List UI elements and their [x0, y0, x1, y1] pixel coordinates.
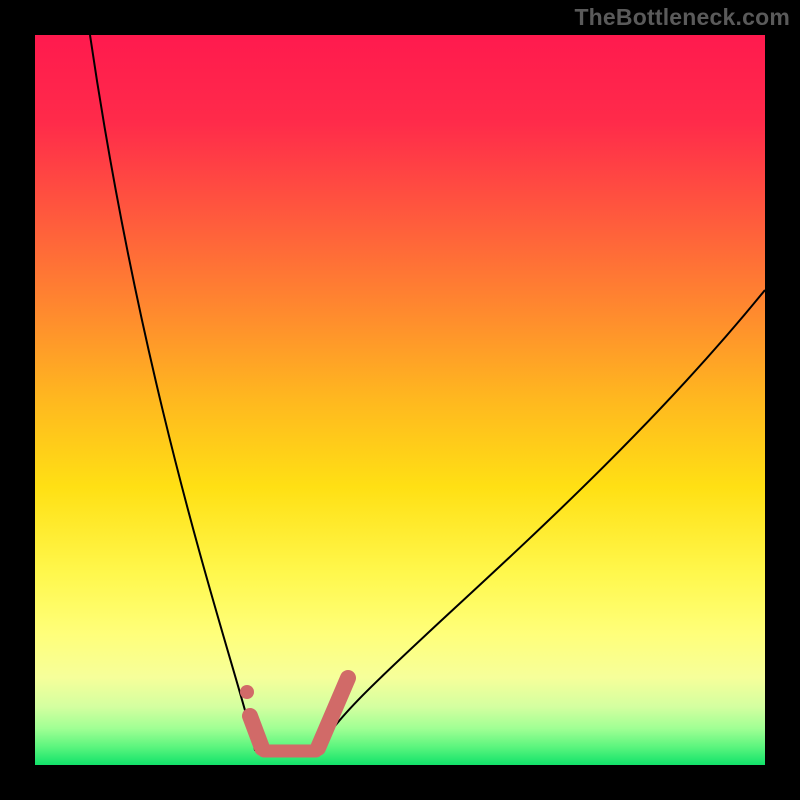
bottleneck-chart-svg	[0, 0, 800, 800]
marker-left-segment	[250, 716, 262, 748]
watermark-text: TheBottleneck.com	[574, 4, 790, 31]
chart-canvas: TheBottleneck.com	[0, 0, 800, 800]
marker-dot	[240, 685, 254, 699]
